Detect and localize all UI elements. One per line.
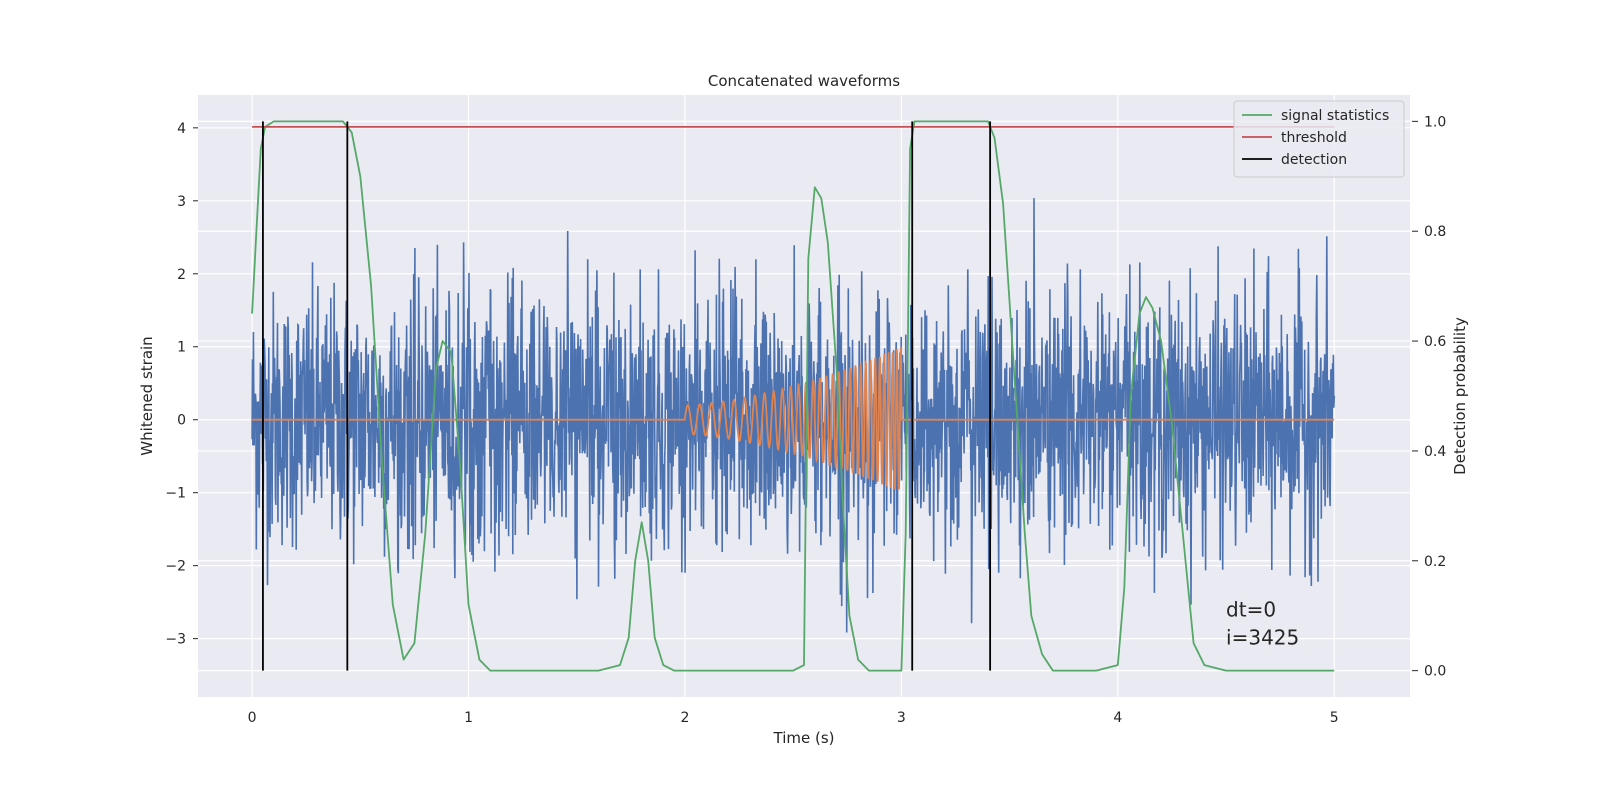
data-layer — [251, 120, 1336, 672]
y-axis-right: 0.0 0.2 0.4 0.6 0.8 1.0 — [1412, 114, 1446, 680]
x-tick-label: 4 — [1113, 710, 1122, 726]
legend: signal statistics threshold detection — [1233, 100, 1405, 178]
annotation-dt: dt=0 — [1226, 598, 1276, 622]
x-tick-label: 3 — [897, 710, 906, 726]
annotation: dt=0 i=3425 — [1226, 598, 1299, 650]
x-tick-label: 5 — [1330, 710, 1339, 726]
x-tick-label: 1 — [464, 710, 473, 726]
y-tick-label: −2 — [165, 559, 186, 575]
y-tick-label: 4 — [177, 121, 186, 137]
legend-label: threshold — [1281, 130, 1347, 146]
annotation-i: i=3425 — [1226, 626, 1299, 650]
y-right-tick-label: 0.4 — [1424, 444, 1446, 460]
y-right-tick-label: 1.0 — [1424, 114, 1446, 130]
y-axis-left: −3 −2 −1 0 1 2 3 4 — [165, 121, 198, 648]
y-right-tick-label: 0.6 — [1424, 334, 1446, 350]
signal-statistics-line — [251, 120, 1335, 672]
y-axis-right-label: Detection probability — [1451, 317, 1469, 475]
legend-label: detection — [1281, 152, 1347, 168]
x-tick-label: 2 — [681, 710, 690, 726]
x-axis: 0 1 2 3 4 5 — [248, 710, 1339, 726]
y-tick-label: −1 — [165, 486, 186, 502]
y-tick-label: 0 — [177, 413, 186, 429]
x-tick-label: 0 — [248, 710, 257, 726]
y-tick-label: −3 — [165, 632, 186, 648]
x-axis-label: Time (s) — [773, 729, 835, 747]
legend-box — [1233, 100, 1405, 178]
y-right-tick-label: 0.8 — [1424, 224, 1446, 240]
y-tick-label: 2 — [177, 267, 186, 283]
y-axis-label: Whitened strain — [138, 336, 156, 455]
y-tick-label: 1 — [177, 340, 186, 356]
strain-series-line — [251, 198, 1336, 633]
legend-label: signal statistics — [1281, 108, 1389, 124]
y-right-tick-label: 0.2 — [1424, 554, 1446, 570]
chart-title: Concatenated waveforms — [708, 72, 900, 90]
y-tick-label: 3 — [177, 194, 186, 210]
y-right-tick-label: 0.0 — [1424, 664, 1446, 680]
